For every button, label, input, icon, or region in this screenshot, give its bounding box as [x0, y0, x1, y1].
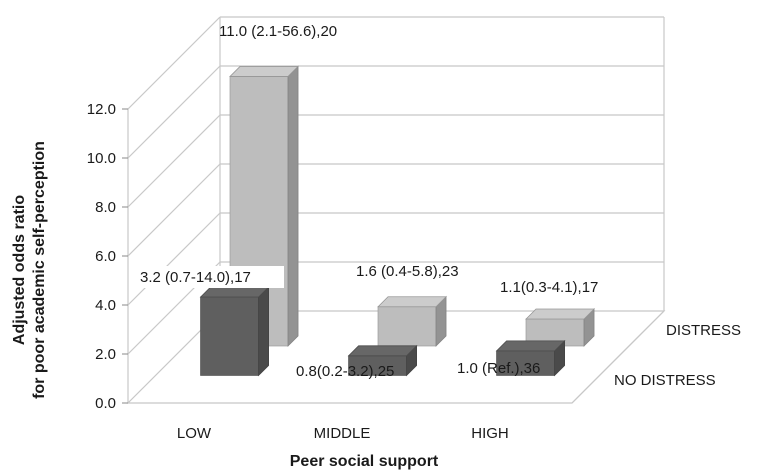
data-labels: 3.2 (0.7-14.0),17 0.8(0.2-3.2),25 1.0 (Ref…: [136, 23, 598, 380]
x-tick-label-high: HIGH: [471, 425, 509, 442]
y-axis-label-line1: Adjusted odds ratio: [11, 195, 28, 345]
bar-distress-high: [525, 308, 596, 347]
bars: [199, 65, 596, 377]
data-label-no-distress-high: 1.0 (Ref.),36: [457, 360, 540, 377]
y-tick-labels: 0.0 2.0 4.0 6.0 8.0 10.0 12.0: [87, 101, 128, 412]
gridline-side: [127, 16, 221, 110]
x-tick-labels: LOW MIDDLE HIGH: [177, 425, 509, 442]
depth-axis: [571, 310, 665, 404]
gridline-side: [127, 212, 221, 306]
bar-no-distress-low: [199, 286, 270, 377]
data-label-distress-low: 11.0 (2.1-56.6),20: [219, 23, 337, 40]
y-tick-label: 4.0: [95, 297, 116, 314]
data-label-background: [136, 266, 284, 288]
data-label-distress-high: 1.1(0.3-4.1),17: [500, 279, 598, 296]
data-label-no-distress-low: 3.2 (0.7-14.0),17: [140, 269, 251, 286]
series-axis-labels: NO DISTRESS DISTRESS: [571, 310, 741, 404]
y-tick-label: 10.0: [87, 150, 116, 167]
x-tick-label-low: LOW: [177, 425, 212, 442]
gridline-side: [127, 65, 221, 159]
y-tick-label: 0.0: [95, 395, 116, 412]
bar-no-distress-high: [495, 339, 566, 377]
gridline-side: [127, 114, 221, 208]
series-label-no-distress: NO DISTRESS: [614, 372, 716, 389]
x-axis-label: Peer social support: [290, 453, 439, 470]
y-tick-label: 8.0: [95, 199, 116, 216]
series-label-distress: DISTRESS: [666, 322, 741, 339]
data-label-distress-middle: 1.6 (0.4-5.8),23: [356, 263, 459, 280]
gridline-side: [127, 163, 221, 257]
y-tick-label: 2.0: [95, 346, 116, 363]
y-tick-label: 12.0: [87, 101, 116, 118]
bar-no-distress-middle: [347, 344, 418, 377]
y-axis-label-line2: for poor academic self-perception: [31, 141, 48, 399]
data-label-no-distress-middle: 0.8(0.2-3.2),25: [296, 363, 394, 380]
y-tick-label: 6.0: [95, 248, 116, 265]
bar-distress-middle: [377, 295, 448, 347]
x-tick-label-middle: MIDDLE: [314, 425, 371, 442]
